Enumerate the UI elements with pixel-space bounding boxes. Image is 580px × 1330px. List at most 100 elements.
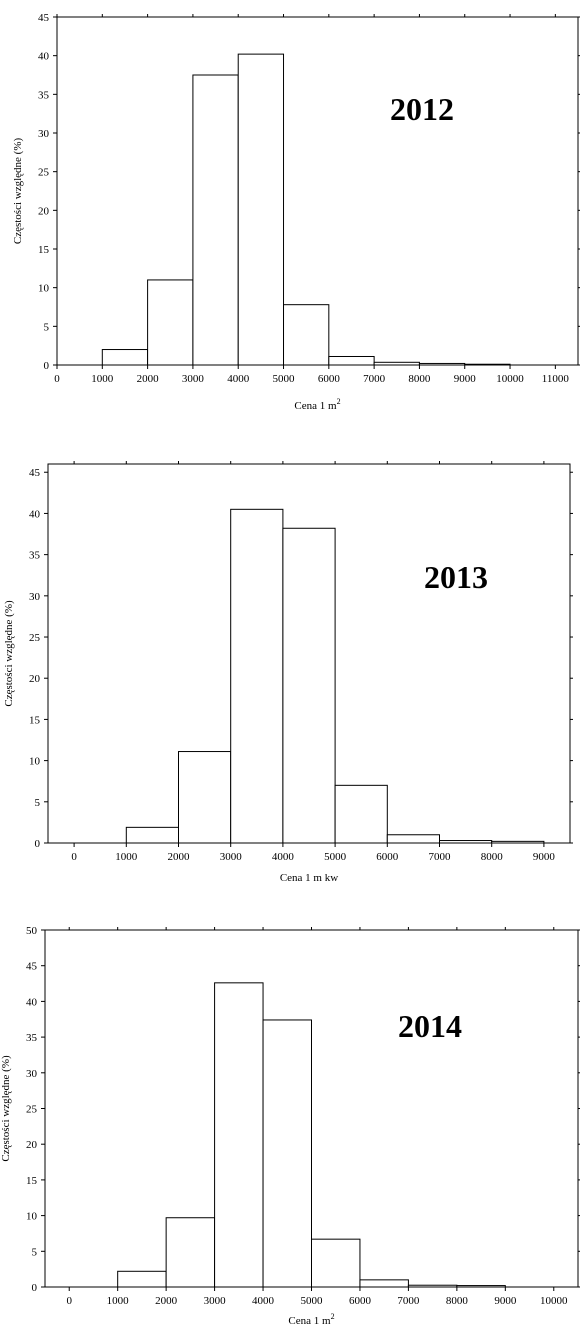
- x-axis-label-text: Cena 1 m: [288, 1315, 331, 1327]
- x-tick-label: 3000: [220, 851, 243, 863]
- histogram-bar: [282, 527, 336, 844]
- x-axis-label-superscript: 2: [337, 397, 341, 406]
- x-tick-label: 6000: [318, 373, 341, 385]
- y-tick-label: 25: [26, 1104, 38, 1116]
- y-tick-label: 15: [29, 714, 41, 726]
- y-tick-label: 20: [38, 205, 50, 217]
- histogram-bar: [491, 840, 545, 844]
- x-tick-label: 10000: [496, 373, 524, 385]
- x-tick-label: 0: [71, 851, 77, 863]
- y-axis-label: Częstości względne (%): [0, 1055, 12, 1162]
- histogram-bar: [283, 304, 330, 366]
- x-tick-label: 0: [66, 1295, 72, 1307]
- y-tick-label: 10: [29, 756, 41, 768]
- y-tick-label: 5: [32, 1246, 38, 1258]
- histogram-bar: [147, 279, 194, 366]
- histogram-bar: [262, 1019, 312, 1288]
- y-tick-label: 30: [26, 1068, 38, 1080]
- x-axis-label: Cena 1 m2: [288, 1312, 334, 1327]
- chart-title: 2012: [390, 91, 454, 127]
- x-tick-label: 0: [54, 373, 60, 385]
- y-tick-label: 30: [38, 128, 50, 140]
- y-tick-label: 50: [26, 925, 38, 937]
- x-tick-label: 8000: [446, 1295, 469, 1307]
- x-tick-label: 8000: [481, 851, 504, 863]
- histogram-bar: [407, 1284, 458, 1288]
- y-axis-label: Częstości względne (%): [3, 600, 15, 707]
- histogram-bar: [117, 1270, 167, 1288]
- x-tick-label: 8000: [408, 373, 431, 385]
- y-tick-label: 40: [29, 508, 41, 520]
- x-tick-label: 6000: [349, 1295, 372, 1307]
- y-tick-label: 0: [44, 360, 50, 372]
- x-tick-label: 9000: [494, 1295, 517, 1307]
- x-tick-label: 5000: [324, 851, 347, 863]
- y-tick-label: 15: [38, 244, 50, 256]
- x-tick-label: 11000: [542, 373, 570, 385]
- x-axis-label-superscript: 2: [331, 1312, 335, 1321]
- x-tick-label: 7000: [397, 1295, 420, 1307]
- x-tick-label: 9000: [454, 373, 477, 385]
- x-axis-label: Cena 1 m2: [294, 397, 340, 412]
- y-tick-label: 20: [29, 673, 41, 685]
- histogram-bar: [328, 355, 375, 366]
- histogram-bar: [237, 53, 285, 366]
- x-tick-label: 4000: [227, 373, 250, 385]
- chart-title: 2014: [398, 1008, 462, 1044]
- y-tick-label: 30: [29, 591, 41, 603]
- histogram-bar: [359, 1279, 409, 1288]
- y-tick-label: 40: [38, 51, 50, 63]
- x-tick-label: 2000: [137, 373, 160, 385]
- histogram-bar: [214, 982, 264, 1288]
- y-tick-label: 40: [26, 996, 38, 1008]
- y-tick-label: 35: [38, 89, 50, 101]
- x-axis-label-text: Cena 1 m kw: [280, 872, 338, 884]
- x-tick-label: 1000: [107, 1295, 130, 1307]
- histogram-bar: [101, 349, 149, 366]
- histogram-bar: [386, 834, 440, 844]
- y-tick-label: 25: [38, 167, 50, 179]
- y-tick-label: 35: [29, 550, 41, 562]
- histogram-bar: [418, 362, 466, 366]
- histogram-bar: [230, 508, 284, 844]
- chart-title: 2013: [424, 559, 488, 595]
- histogram-bar: [456, 1285, 506, 1288]
- x-tick-label: 1000: [115, 851, 138, 863]
- x-axis-label: Cena 1 m kw: [280, 872, 338, 884]
- y-axis-label: Częstości względne (%): [12, 138, 24, 245]
- histogram-bar: [165, 1217, 216, 1288]
- histogram-bar: [178, 751, 232, 844]
- y-tick-label: 0: [35, 838, 41, 850]
- y-tick-label: 45: [38, 12, 50, 24]
- y-tick-label: 15: [26, 1175, 38, 1187]
- histogram-bar: [311, 1238, 361, 1288]
- histogram-panel-2012: 0 5 10 15 20 25 30 35 40 45 0 1000 2000 3000 4000 5000 6…: [12, 12, 580, 412]
- y-tick-label: 25: [29, 632, 41, 644]
- histogram-bar: [439, 840, 493, 844]
- x-tick-label: 4000: [272, 851, 295, 863]
- histogram-bar: [334, 784, 388, 844]
- x-tick-label: 6000: [376, 851, 399, 863]
- x-tick-label: 4000: [252, 1295, 275, 1307]
- x-axis-label-text: Cena 1 m: [294, 400, 337, 412]
- histogram-bar: [464, 363, 511, 366]
- y-tick-label: 5: [35, 797, 41, 809]
- histogram-bar: [373, 361, 420, 366]
- x-tick-label: 2000: [155, 1295, 178, 1307]
- histogram-bar: [192, 74, 239, 366]
- x-tick-label: 3000: [204, 1295, 227, 1307]
- y-tick-label: 45: [29, 467, 41, 479]
- x-tick-label: 3000: [182, 373, 205, 385]
- histogram-bar: [125, 826, 180, 844]
- x-tick-label: 7000: [363, 373, 386, 385]
- y-tick-label: 10: [26, 1211, 38, 1223]
- y-tick-label: 5: [44, 321, 50, 333]
- y-tick-label: 10: [38, 283, 50, 295]
- y-tick-label: 35: [26, 1032, 38, 1044]
- histogram-panel-2013: 0 5 10 15 20 25 30 35 40 45 0 1000 2000 3000 4000 5000 6…: [3, 461, 573, 884]
- y-tick-label: 20: [26, 1139, 38, 1151]
- y-tick-label: 0: [32, 1282, 38, 1294]
- x-tick-label: 10000: [540, 1295, 568, 1307]
- x-tick-label: 2000: [168, 851, 191, 863]
